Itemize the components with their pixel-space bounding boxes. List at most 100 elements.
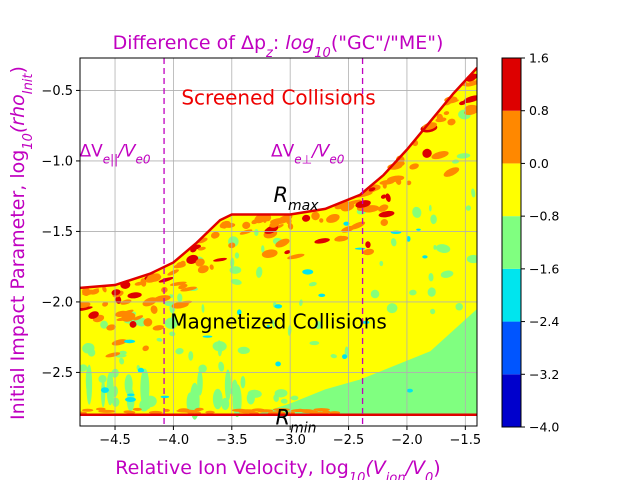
patch-red [365,241,371,249]
patch-green [297,400,304,407]
patch-green [230,278,242,285]
patch-green [272,319,275,328]
patch-cyan [318,293,326,298]
patch-orange-bottom [148,410,163,414]
patch-orange [180,286,197,292]
patch-orange [152,325,165,331]
colorbar-label: −0.8 [529,209,559,224]
patch-green [330,354,337,359]
patch-cyan [266,324,270,328]
patch-green-vertical [85,366,92,395]
screened-collisions-label: Screened Collisions [181,86,375,110]
r-min-label: Rmin [276,406,317,437]
patch-green [471,188,476,198]
x-axis-label: Relative Ion Velocity, log10(Vion/V0) [115,457,440,480]
patch-green [466,254,477,264]
patch-orange [195,258,205,267]
patch-green [314,321,322,330]
patch-orange [443,167,460,177]
patch-orange-bottom [132,407,142,411]
patch-green [451,378,458,383]
patch-green [254,229,259,236]
colorbar-segment [502,58,521,111]
patch-orange [275,238,290,248]
patch-cyan [406,235,411,242]
patch-green [390,238,397,247]
x-axis-ticks: −4.5 −4.0 −3.5 −3.0 −2.5 −2.0 −1.5 [99,426,481,448]
patch-red [385,193,391,202]
patch-orange [210,231,220,239]
patch-green [100,320,108,329]
patch-cyan [362,320,370,324]
patch-green [274,389,288,398]
patch-green-vertical [197,370,203,396]
patch-orange-bottom [180,409,198,413]
patch-green [465,205,472,211]
patch-orange [150,305,158,314]
patch-green [436,244,451,254]
patch-green-vertical [240,375,246,389]
region-green [255,308,477,415]
patch-orange-bottom [205,410,215,414]
patch-green [237,346,250,355]
contour-fills [80,67,477,420]
patch-orange [287,253,305,260]
patch-green [455,302,463,311]
patch-orange-bottom [301,410,319,414]
colorbar-label: −2.4 [529,314,559,329]
patch-orange [362,248,375,256]
patch-orange [335,235,343,240]
patch-red [463,95,477,103]
patch-green-vertical [212,388,223,410]
patch-orange [394,161,405,167]
patch-orange [106,324,116,331]
grid-lines [80,58,477,426]
magnetized-collisions-label: Magnetized Collisions [170,310,387,334]
patch-red [284,250,291,255]
patch-green [299,299,303,307]
y-tick-label: −0.5 [41,84,73,99]
patch-green [164,317,178,330]
x-tick-label: −4.0 [158,433,190,448]
patch-red [378,210,395,218]
patch-orange [464,104,477,112]
patch-cyan [160,395,170,399]
patch-orange [431,151,449,160]
patch-orange [82,289,94,296]
x-tick-label: −4.5 [99,433,131,448]
patch-green [156,337,163,342]
patch-orange-bottom [322,410,331,414]
patch-orange [443,111,450,116]
patch-orange [121,312,136,322]
patch-orange-bottom [123,410,133,414]
patch-red [127,292,142,299]
patch-green-vertical [224,369,231,402]
patch-red [380,194,387,199]
patch-cyan [202,335,213,338]
patch-orange [261,249,278,258]
colorbar-label: −4.0 [529,420,559,435]
patch-orange [350,221,366,230]
patch-green-vertical [140,368,150,409]
patch-orange [169,281,187,286]
patch-orange [197,246,206,251]
patch-orange [239,229,253,235]
patch-green [175,348,184,355]
patch-green [119,357,125,365]
patch-green [370,289,380,299]
patch-orange [178,283,188,290]
patch-green [379,260,384,267]
patch-green [163,301,175,307]
patch-cyan [137,367,145,373]
patch-orange-bottom [272,408,290,412]
patch-red [422,148,432,158]
colorbar-frame [501,57,522,428]
patch-orange [269,221,280,228]
patch-orange [197,237,208,244]
patch-orange [143,318,153,327]
patch-green-vertical [106,372,114,406]
delta-v-perp-label: ΔVe⊥/Ve0 [271,142,345,167]
patch-orange [378,204,389,212]
patch-green [87,348,96,357]
colorbar-label: 0.0 [529,156,549,171]
